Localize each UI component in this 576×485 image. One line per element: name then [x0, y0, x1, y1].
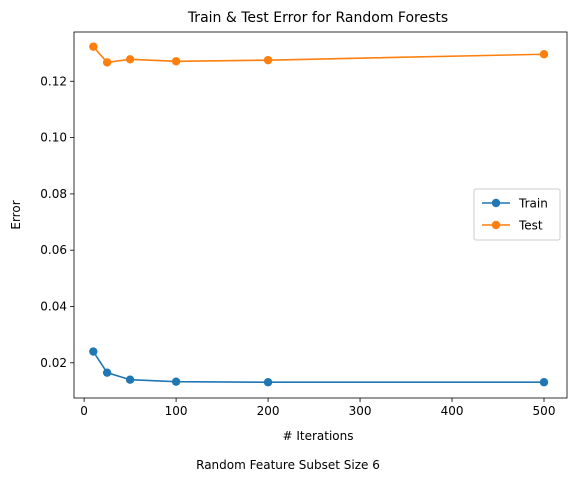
x-tick-label: 300 [349, 404, 372, 418]
y-tick-label: 0.02 [40, 356, 67, 370]
y-tick-label: 0.12 [40, 74, 67, 88]
x-tick-label: 500 [533, 404, 556, 418]
test-point [172, 57, 180, 65]
legend-test-marker [492, 221, 500, 229]
legend: Train Test [474, 189, 560, 240]
y-tick-label: 0.04 [40, 300, 67, 314]
train-point [264, 378, 272, 386]
train-point [126, 376, 134, 384]
y-tick-label: 0.10 [40, 131, 67, 145]
test-point [103, 58, 111, 66]
y-tick-label: 0.08 [40, 187, 67, 201]
x-tick-label: 200 [257, 404, 280, 418]
x-tick-label: 400 [441, 404, 464, 418]
legend-test-label: Test [518, 219, 543, 233]
y-axis-label: Error [9, 200, 23, 229]
test-point [89, 42, 97, 50]
test-point [264, 56, 272, 64]
train-point [89, 347, 97, 355]
figure-caption: Random Feature Subset Size 6 [0, 458, 576, 472]
y-tick-label: 0.06 [40, 243, 67, 257]
train-point [103, 368, 111, 376]
chart-title: Train & Test Error for Random Forests [187, 10, 448, 26]
train-point [540, 378, 548, 386]
train-point [172, 377, 180, 385]
test-point [540, 50, 548, 58]
x-tick-label: 0 [80, 404, 88, 418]
legend-train-label: Train [518, 197, 548, 211]
legend-train-marker [492, 199, 500, 207]
x-tick-label: 100 [165, 404, 188, 418]
test-point [126, 55, 134, 63]
x-axis-label: # Iterations [282, 429, 353, 443]
